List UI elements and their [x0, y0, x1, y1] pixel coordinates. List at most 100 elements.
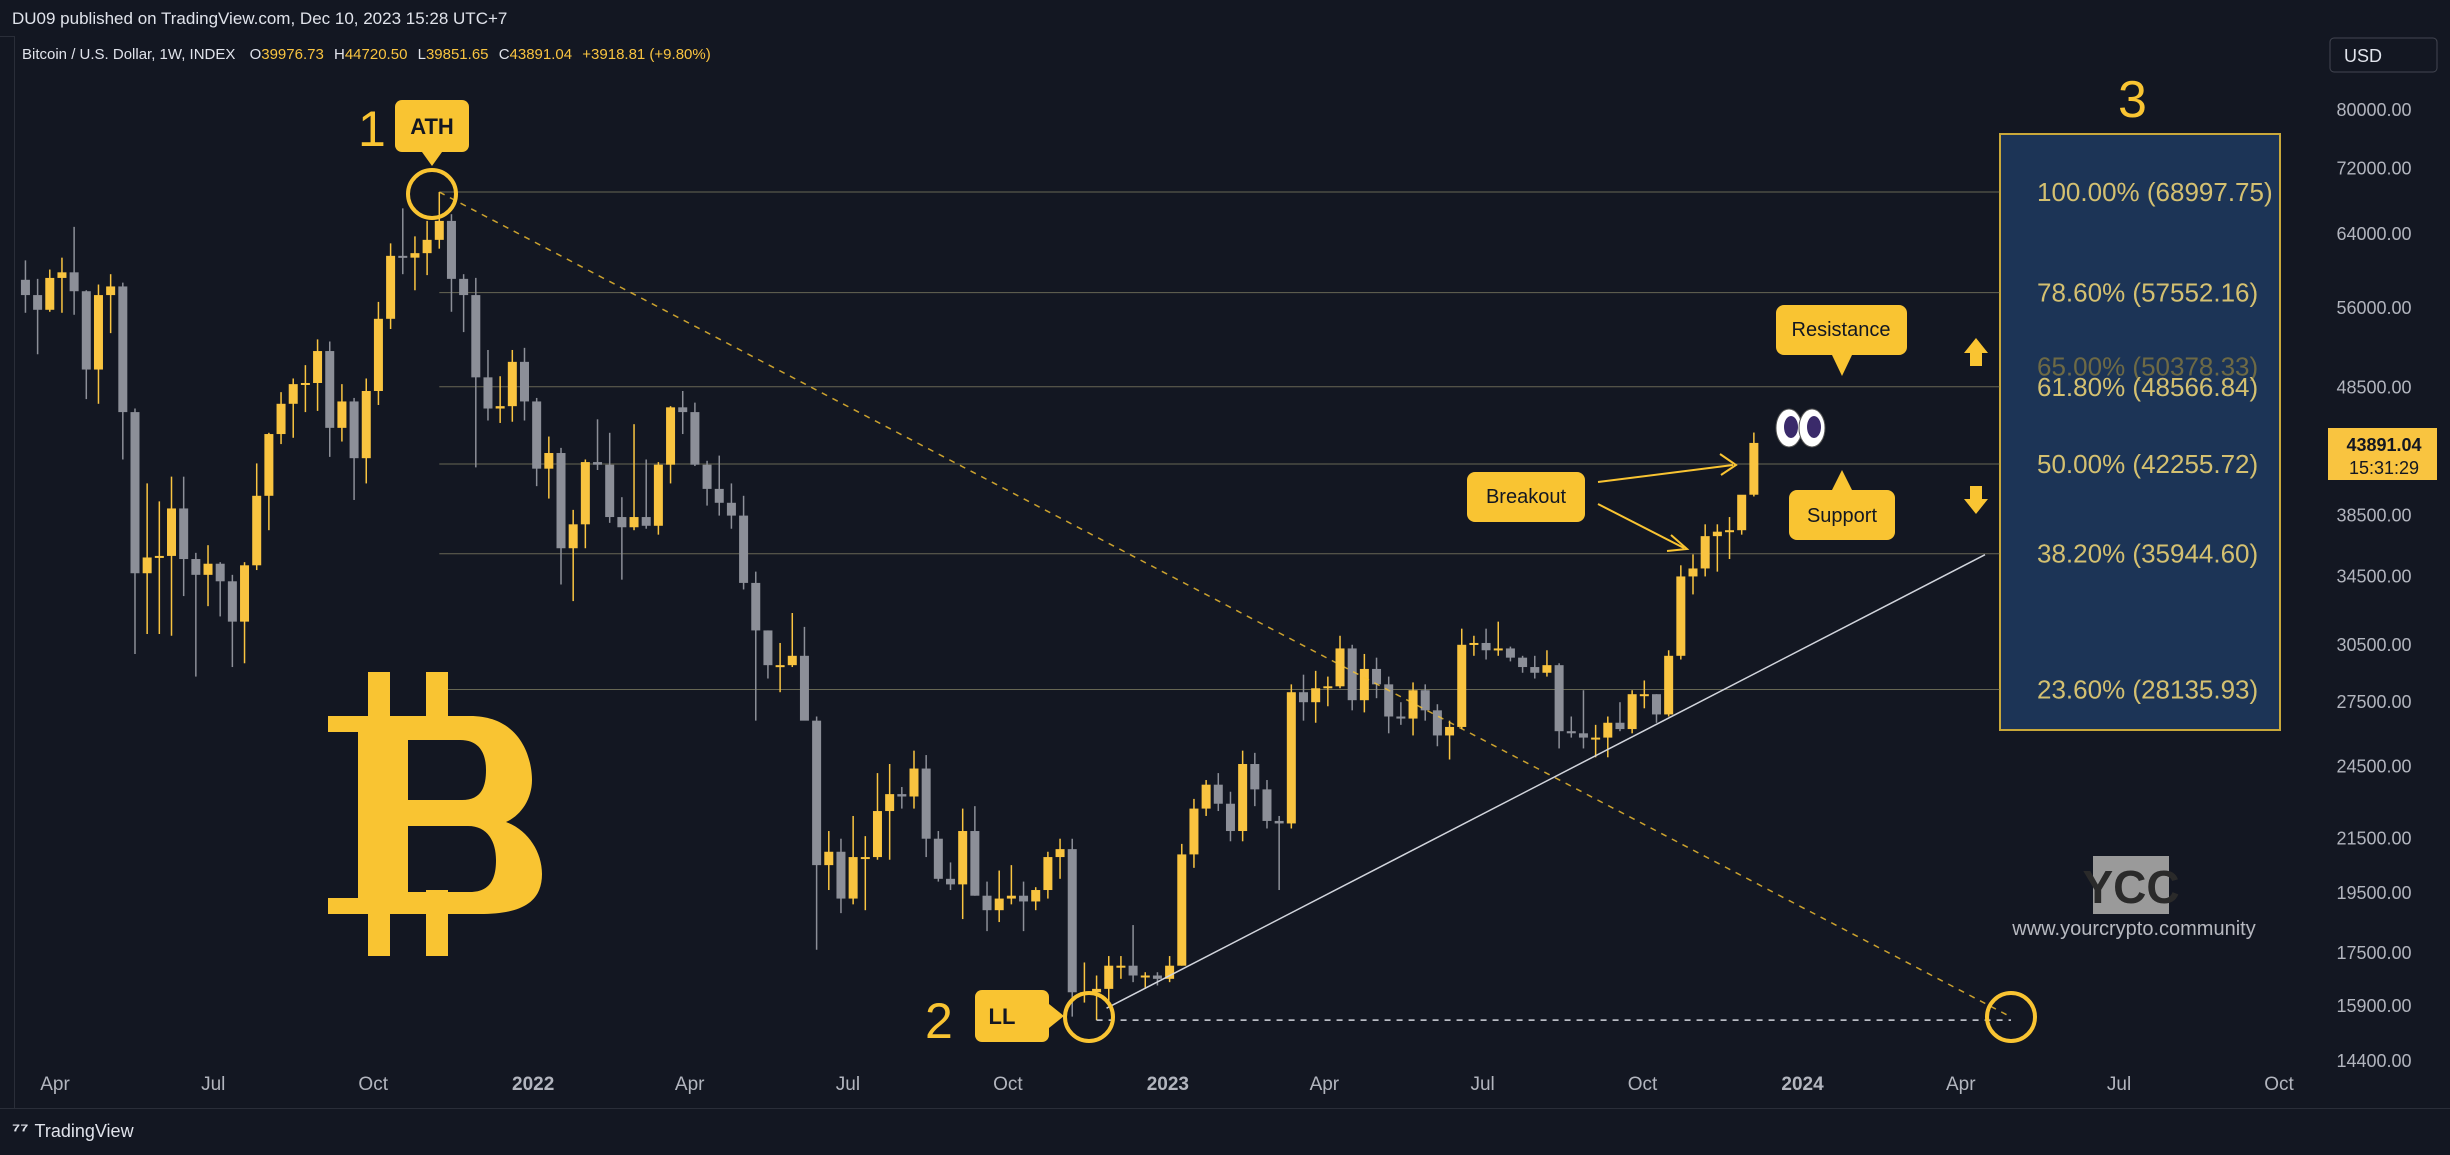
candle-body	[1457, 644, 1467, 727]
ath-callout-pointer	[422, 152, 442, 166]
candle-body	[1250, 764, 1260, 790]
candle-body	[20, 279, 30, 296]
x-tick-label: Jul	[1470, 1074, 1494, 1095]
annotation-ll[interactable]: 2 LL	[925, 990, 1115, 1049]
candle-body	[970, 831, 980, 896]
candle-body	[1372, 668, 1382, 685]
support-label: Support	[1807, 505, 1877, 527]
candle-body	[593, 462, 603, 465]
candle-body	[1737, 494, 1747, 531]
candle-body	[459, 278, 469, 296]
candle-body	[726, 502, 736, 516]
candle-body	[252, 495, 262, 566]
candle-body	[398, 255, 408, 258]
candle-body	[653, 464, 663, 526]
y-tick-label: 48500.00	[2336, 378, 2411, 398]
ath-label: ATH	[410, 114, 454, 139]
breakout-label: Breakout	[1486, 486, 1566, 508]
candle-body	[568, 524, 578, 549]
y-tick-label: 38500.00	[2336, 506, 2411, 526]
candle-body	[739, 515, 749, 583]
currency-button[interactable]	[2329, 37, 2438, 73]
price-chart[interactable]: Bitcoin / U.S. Dollar, 1W, INDEX O39976.…	[0, 0, 2450, 1108]
x-tick-label: Apr	[675, 1074, 705, 1095]
y-tick-label: 80000.00	[2336, 100, 2411, 120]
tradingview-logo[interactable]: ⁷⁷ TradingView	[12, 1120, 134, 1143]
legend-open: 39976.73	[261, 46, 324, 63]
ll-label: LL	[989, 1004, 1016, 1029]
y-tick-label: 19500.00	[2336, 883, 2411, 903]
x-tick-label: Oct	[1628, 1074, 1658, 1095]
ath-number: 1	[358, 101, 386, 157]
candle-body	[702, 464, 712, 489]
x-tick-label: Oct	[993, 1074, 1023, 1095]
resistance-label: Resistance	[1792, 319, 1891, 341]
candle-body	[848, 857, 858, 899]
candle-body	[787, 655, 797, 666]
candle-body	[1031, 890, 1041, 902]
ll-number: 2	[925, 993, 953, 1049]
x-tick-label: Jul	[2107, 1074, 2131, 1095]
candle-body	[276, 403, 286, 435]
candle-body	[751, 582, 761, 631]
candle-body	[1615, 722, 1625, 730]
target-circle	[1985, 991, 2037, 1043]
candle-body	[337, 401, 347, 428]
eyes-icon	[1775, 408, 1826, 448]
fib-label: 38.20% (35944.60)	[2037, 539, 2258, 569]
candle-body	[1505, 648, 1515, 658]
candle-body	[714, 488, 724, 503]
breakout-arrow-2	[1597, 503, 1685, 549]
candle-body	[106, 286, 116, 296]
arrow-down-icon	[1964, 486, 1988, 514]
ycc-logo-text: YCC	[2082, 861, 2179, 913]
candle-body	[1676, 576, 1686, 656]
candle-body	[690, 412, 700, 465]
candle-body	[203, 563, 213, 575]
candle-body	[57, 272, 67, 278]
candle-body	[1396, 716, 1406, 719]
candle-body	[1323, 686, 1333, 689]
candles	[20, 192, 1759, 1021]
candle-body	[580, 462, 590, 525]
candle-body	[1530, 667, 1540, 673]
x-tick-label: Oct	[358, 1074, 388, 1095]
x-tick-label: Jul	[836, 1074, 860, 1095]
fib-levels: 100.00% (68997.75) 78.60% (57552.16) 65.00…	[439, 177, 2273, 705]
candle-body	[313, 351, 323, 383]
candle-body	[1420, 690, 1430, 711]
currency-label: USD	[2344, 46, 2382, 66]
candle-body	[982, 895, 992, 911]
candle-body	[1542, 665, 1552, 673]
candle-body	[1554, 665, 1564, 732]
y-tick-label: 15900.00	[2336, 996, 2411, 1016]
support-callout[interactable]: Support	[1789, 470, 1895, 540]
candle-body	[1104, 965, 1114, 989]
time-axis[interactable]: Apr Jul Oct 2022 Apr Jul Oct 2023 Apr Jul Oct 2024 A…	[40, 1074, 2294, 1095]
price-axis[interactable]: 80000.00 72000.00 64000.00 56000.00 48500.00…	[2336, 100, 2411, 1071]
ll-circle	[1063, 991, 1115, 1043]
candle-body	[215, 563, 225, 582]
fib-label: 23.60% (28135.93)	[2037, 675, 2258, 705]
breakout-arrowhead-2	[1666, 534, 1690, 552]
candle-body	[300, 382, 310, 385]
candle-body	[130, 412, 140, 574]
candle-body	[227, 581, 237, 622]
candle-body	[373, 318, 383, 391]
candle-body	[179, 508, 189, 560]
candle-body	[1578, 733, 1588, 738]
breakout-callout[interactable]: Breakout	[1467, 472, 1585, 522]
candle-body	[1335, 648, 1345, 687]
candle-body	[1639, 694, 1649, 697]
annotation-ath[interactable]: 1 ATH	[358, 100, 469, 220]
candle-body	[1286, 692, 1296, 824]
candle-body	[81, 291, 91, 370]
y-tick-label: 34500.00	[2336, 566, 2411, 586]
candle-body	[1006, 895, 1016, 899]
arrow-up-icon	[1964, 338, 1988, 366]
candle-body	[678, 407, 688, 413]
candle-body	[1445, 726, 1455, 736]
candle-body	[1201, 784, 1211, 809]
resistance-callout[interactable]: Resistance	[1776, 305, 1907, 376]
candle-body	[958, 831, 968, 885]
